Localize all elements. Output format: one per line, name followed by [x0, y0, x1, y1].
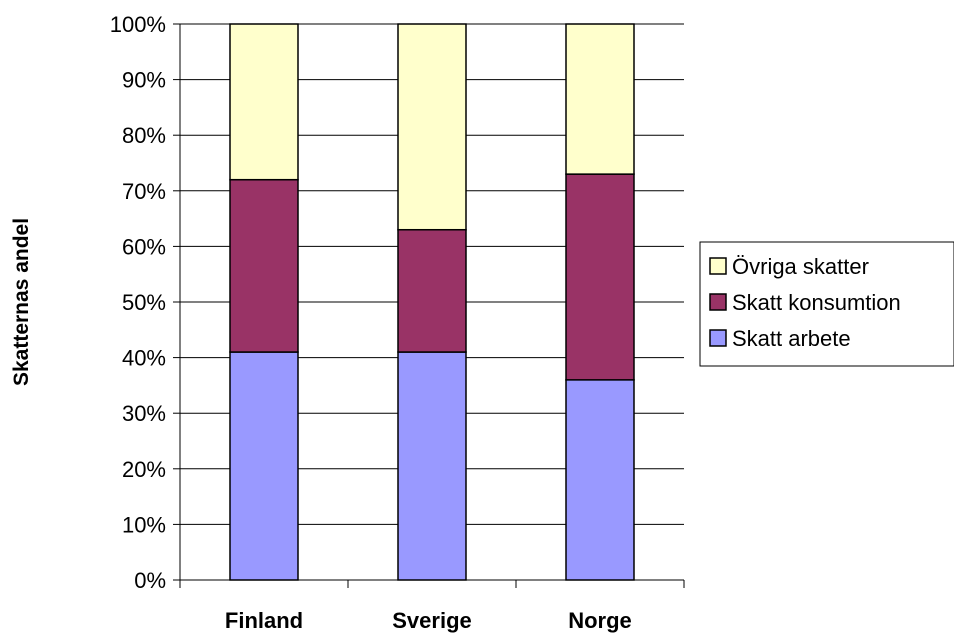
- legend-swatch: [709, 257, 727, 275]
- legend-swatch: [709, 329, 727, 347]
- y-tick-label: 60%: [122, 234, 166, 259]
- x-category-label: Finland: [225, 608, 303, 633]
- bar-segment: [397, 351, 467, 581]
- bar-segment: [229, 351, 299, 581]
- y-tick-label: 70%: [122, 179, 166, 204]
- bar-segment: [565, 173, 635, 381]
- y-tick-label: 80%: [122, 123, 166, 148]
- legend-label: Övriga skatter: [732, 254, 869, 279]
- bar-segment: [397, 23, 467, 231]
- legend: Övriga skatter Skatt konsumtion Skatt arbe…: [699, 241, 954, 367]
- bar-segment: [565, 23, 635, 175]
- bar-segment: [565, 379, 635, 581]
- bar-segment: [397, 228, 467, 353]
- y-tick-label: 10%: [122, 512, 166, 537]
- x-category-label: Norge: [568, 608, 632, 633]
- y-tick-label: 20%: [122, 457, 166, 482]
- legend-label: Skatt arbete: [732, 326, 851, 351]
- axis-labels: 0% 10% 20% 30% 40% 50% 60% 70% 80% 90% 100% Finland…: [10, 12, 632, 633]
- legend-swatch: [709, 293, 727, 311]
- legend-box: [699, 241, 954, 367]
- legend-label: Skatt konsumtion: [732, 290, 901, 315]
- y-tick-label: 100%: [110, 12, 166, 37]
- bar-segment: [229, 178, 299, 353]
- axes: [173, 23, 685, 588]
- y-tick-label: 40%: [122, 346, 166, 371]
- bars: [229, 23, 635, 581]
- y-tick-label: 0%: [134, 568, 166, 593]
- x-category-label: Sverige: [392, 608, 472, 633]
- y-tick-label: 90%: [122, 68, 166, 93]
- y-tick-label: 50%: [122, 290, 166, 315]
- bar-segment: [229, 23, 299, 181]
- y-tick-label: 30%: [122, 401, 166, 426]
- y-axis-title: Skatternas andel: [10, 218, 33, 386]
